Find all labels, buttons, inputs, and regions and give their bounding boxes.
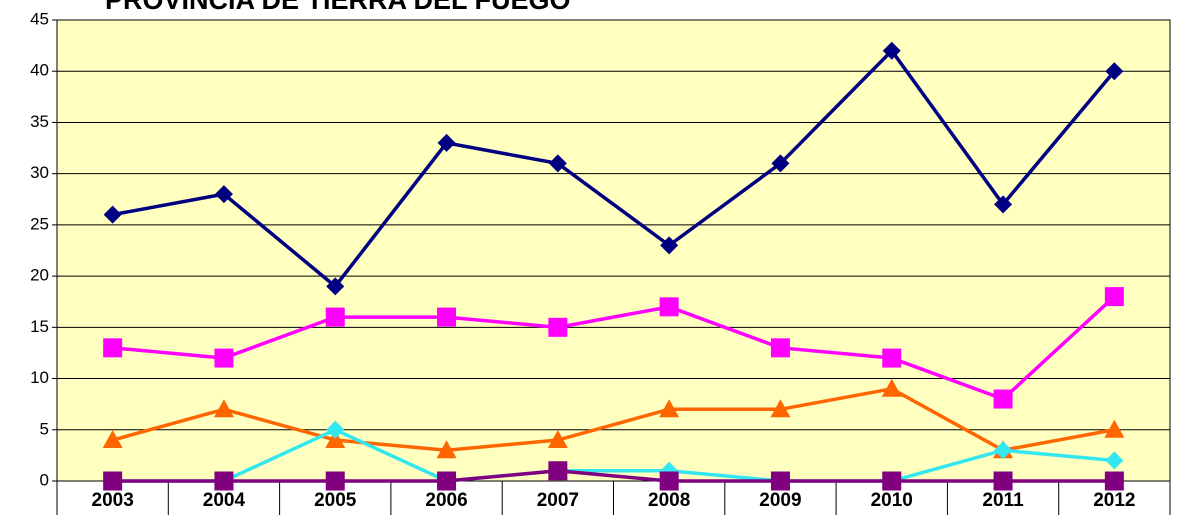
marker [326, 277, 345, 296]
y-tick-label: 35 [30, 112, 49, 131]
marker [325, 471, 345, 491]
marker [214, 348, 234, 368]
y-tick-label: 30 [30, 163, 49, 182]
marker [1104, 419, 1125, 438]
marker [437, 471, 457, 491]
y-tick-label: 40 [30, 61, 49, 80]
marker [548, 317, 568, 337]
marker [659, 471, 679, 491]
x-tick-label: 2003 [92, 490, 134, 511]
marker [213, 399, 234, 418]
y-tick-label: 5 [40, 419, 49, 438]
series-line [112, 427, 1115, 483]
marker [882, 41, 901, 60]
marker [325, 307, 345, 327]
marker [659, 297, 679, 317]
plot-area [56, 19, 1171, 482]
marker [994, 441, 1013, 460]
marker [437, 307, 457, 327]
x-tick-label: 2009 [759, 490, 801, 511]
marker [103, 338, 123, 358]
marker [882, 471, 902, 491]
marker [102, 430, 123, 449]
marker [770, 338, 790, 358]
marker [881, 378, 902, 397]
x-tick-label: 2005 [314, 490, 357, 511]
y-tick-label: 45 [30, 9, 49, 28]
x-tick-label: 2008 [648, 490, 690, 511]
series-line [112, 295, 1116, 402]
marker [660, 236, 679, 255]
marker [437, 133, 456, 152]
marker [548, 461, 568, 481]
x-tick-label: 2004 [203, 490, 246, 511]
marker [659, 399, 680, 418]
marker [1104, 471, 1124, 491]
y-tick-label: 20 [30, 266, 49, 285]
y-tick-label: 15 [30, 317, 49, 336]
marker [325, 430, 346, 449]
chart-title: PROVINCIA DE TIERRA DEL FUEGO [105, 0, 571, 15]
x-tick-label: 2007 [537, 490, 579, 511]
x-tick-label: 2012 [1093, 490, 1135, 511]
marker [214, 185, 233, 204]
series-line [112, 468, 1115, 483]
marker [548, 154, 567, 173]
marker [547, 430, 568, 449]
marker [882, 348, 902, 368]
y-tick-label: 10 [30, 368, 49, 387]
marker [103, 205, 122, 224]
x-tick-label: 2006 [425, 490, 467, 511]
marker [103, 471, 123, 491]
marker [1105, 62, 1124, 81]
marker [993, 389, 1013, 409]
series-line [112, 48, 1116, 289]
x-tick-label: 2011 [982, 490, 1024, 511]
marker [770, 471, 790, 491]
marker [770, 399, 791, 418]
marker [214, 471, 234, 491]
marker [993, 471, 1013, 491]
y-tick-label: 0 [40, 470, 49, 489]
marker [771, 154, 790, 173]
marker [1104, 287, 1124, 307]
marker [994, 195, 1013, 214]
marker [436, 440, 457, 459]
marker [1105, 451, 1124, 470]
x-tick-label: 2010 [871, 490, 913, 511]
marker [326, 420, 345, 439]
y-tick-label: 25 [30, 214, 49, 233]
series-line [112, 386, 1115, 453]
